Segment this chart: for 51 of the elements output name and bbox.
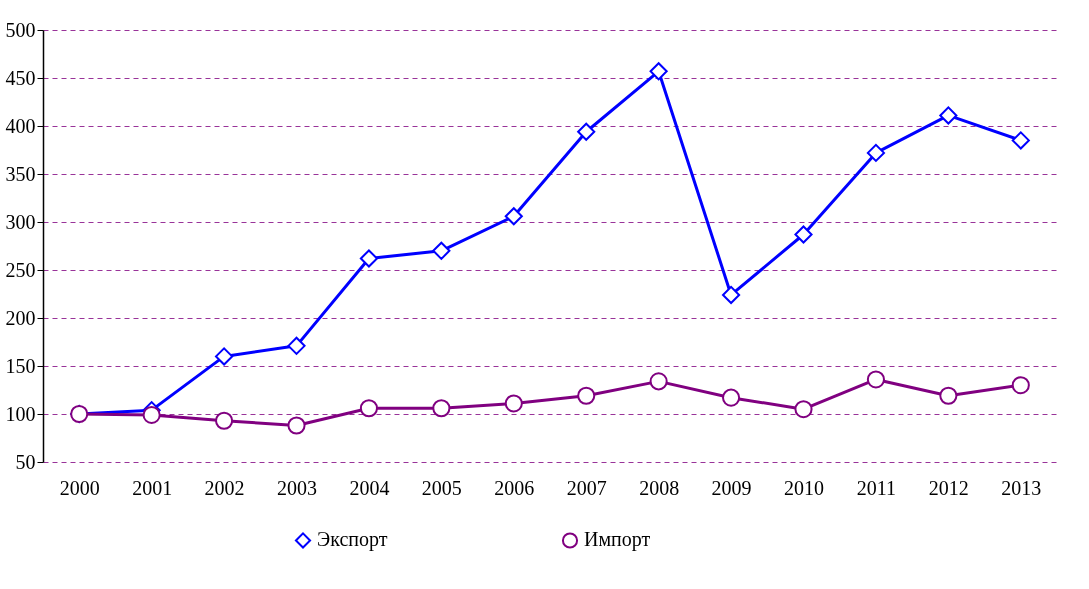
y-tick-label: 350 (5, 162, 36, 185)
x-tick-label: 2007 (566, 476, 607, 499)
y-tick-label: 450 (5, 66, 36, 89)
x-tick-label: 2003 (277, 476, 317, 499)
point (722, 388, 741, 407)
point (287, 416, 306, 435)
y-tick-label: 50 (15, 450, 36, 473)
legend-label: Импорт (584, 528, 651, 552)
point (939, 386, 958, 405)
y-tick-label: 200 (5, 306, 36, 329)
x-tick-label: 2001 (132, 476, 173, 499)
point (215, 347, 234, 366)
y-tick-label: 500 (5, 18, 36, 41)
point (649, 62, 668, 81)
y-tick-label: 300 (5, 210, 36, 233)
point (432, 241, 451, 260)
point (287, 336, 306, 355)
point (722, 285, 741, 305)
point (577, 122, 596, 141)
point (794, 225, 813, 244)
x-tick-label: 2013 (1001, 476, 1042, 499)
x-tick-label: 2008 (639, 476, 680, 499)
y-tick-label: 250 (5, 258, 36, 281)
point (1011, 376, 1030, 395)
point (1011, 131, 1030, 150)
x-tick-label: 2011 (856, 476, 897, 499)
x-tick-label: 2005 (421, 476, 462, 499)
y-tick-label: 100 (5, 402, 36, 425)
point (504, 394, 523, 413)
point (504, 207, 523, 226)
x-tick-label: 2002 (204, 476, 245, 499)
point (939, 106, 958, 125)
x-tick-label: 2006 (494, 476, 535, 499)
x-tick-label: 2000 (59, 476, 100, 499)
point (432, 399, 451, 418)
y-tick-label: 400 (5, 114, 36, 137)
point (866, 143, 885, 162)
x-tick-label: 2004 (349, 476, 390, 499)
point (215, 411, 234, 430)
point (649, 372, 668, 391)
point (577, 386, 596, 405)
point (866, 370, 885, 389)
point (794, 400, 813, 419)
point (359, 399, 378, 418)
x-tick-label: 2009 (711, 476, 752, 499)
legend-label: Экспорт (317, 528, 388, 552)
point (142, 405, 161, 425)
x-tick-label: 2012 (928, 476, 969, 499)
y-tick-label: 150 (5, 354, 36, 377)
point (359, 249, 378, 268)
x-tick-label: 2010 (784, 476, 824, 499)
